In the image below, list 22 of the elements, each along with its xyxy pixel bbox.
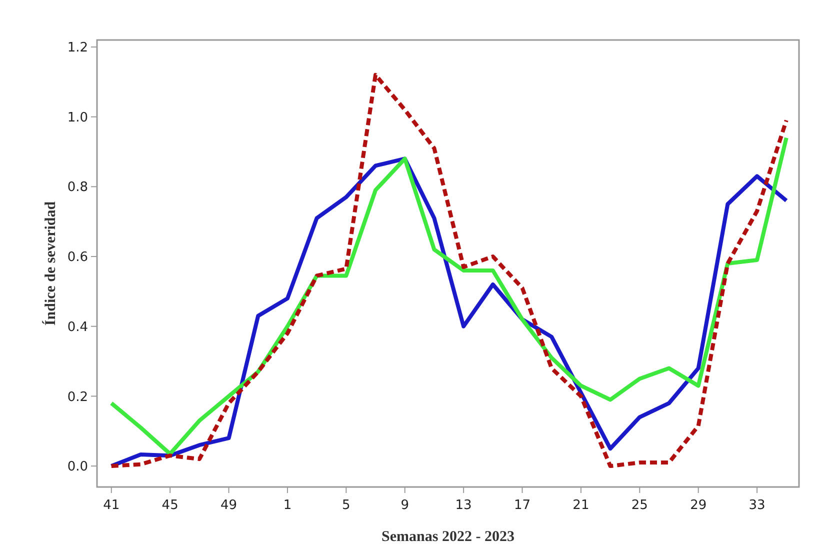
y-tick-label: 1.2 — [67, 40, 88, 56]
x-tick-label: 5 — [342, 498, 350, 513]
x-tick-label: 9 — [400, 498, 409, 513]
x-tick-label: 1 — [283, 498, 292, 513]
y-tick-label: 0.8 — [67, 180, 88, 196]
y-tick-label: 0.2 — [67, 390, 88, 405]
x-tick-label: 49 — [220, 498, 238, 513]
y-tick-label: 0.0 — [67, 460, 88, 475]
x-tick-label: 29 — [690, 498, 707, 513]
x-axis-title: Semanas 2022 - 2023 — [382, 529, 514, 545]
y-tick-label: 0.6 — [67, 250, 88, 266]
y-tick-label: 1.0 — [67, 110, 88, 126]
y-tick-label: 0.4 — [67, 320, 88, 335]
x-tick-label: 17 — [514, 498, 531, 513]
y-axis-title: Índice de severidad — [42, 200, 59, 326]
x-tick-label: 33 — [748, 498, 766, 513]
x-tick-label: 21 — [572, 498, 590, 513]
x-tick-label: 45 — [162, 498, 178, 513]
x-tick-label: 41 — [103, 498, 120, 513]
x-tick-label: 13 — [455, 498, 472, 513]
x-tick-label: 25 — [631, 498, 648, 513]
line-series — [109, 72, 788, 468]
